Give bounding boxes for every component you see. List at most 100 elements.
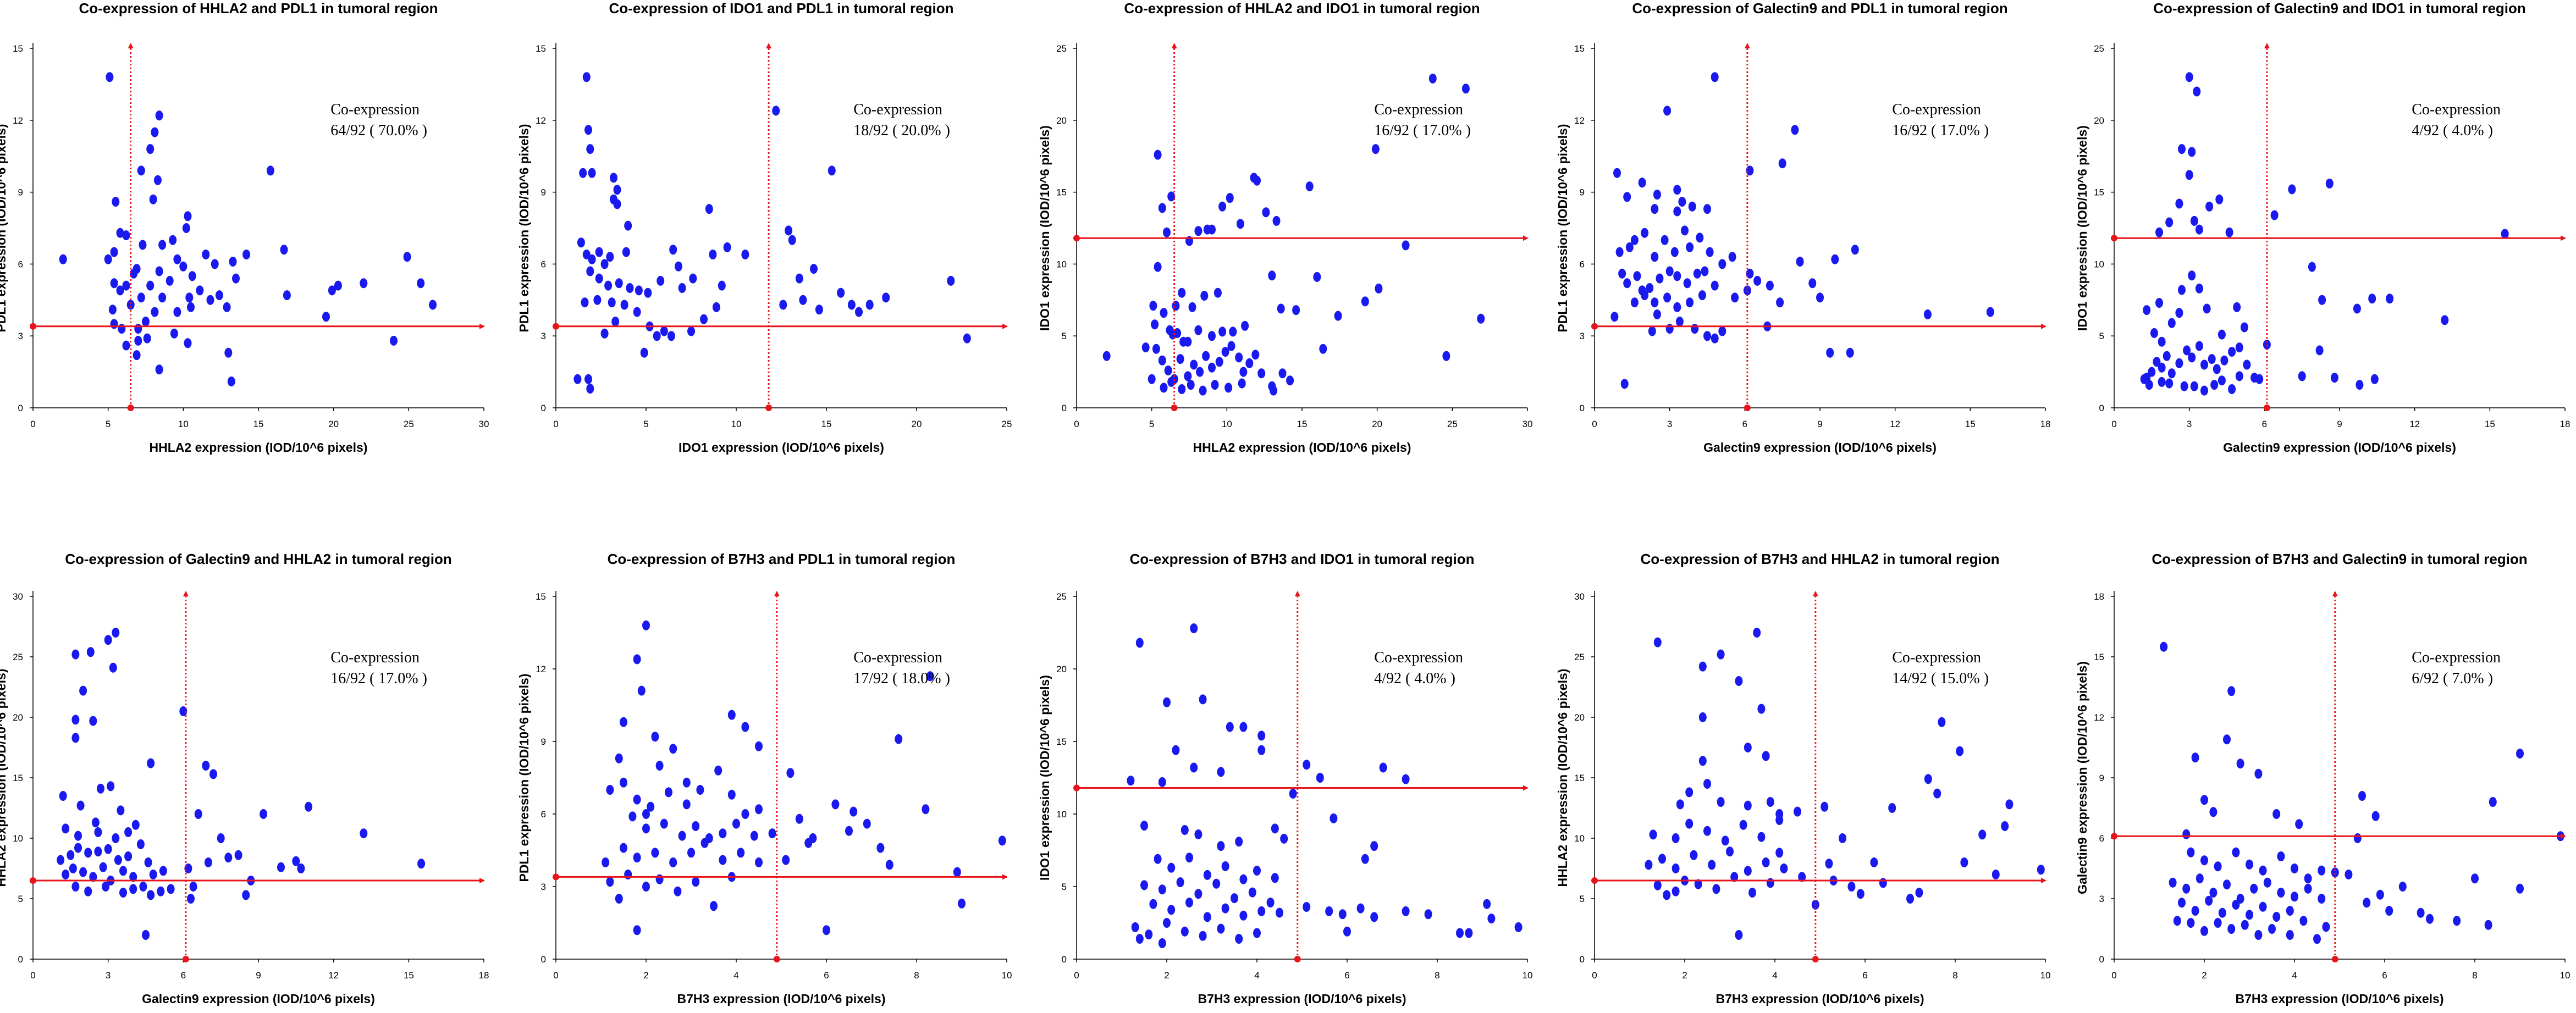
scatter-point <box>1176 877 1184 888</box>
scatter-point <box>2386 294 2394 304</box>
chart-4: Co-expression of Galectin9 and PDL1 in t… <box>1555 0 2050 455</box>
scatter-point <box>2167 368 2176 379</box>
scatter-point <box>104 254 112 264</box>
scatter-point <box>170 328 178 339</box>
scatter-point <box>1672 833 1680 843</box>
scatter-point <box>242 250 251 259</box>
scatter-point <box>727 789 736 800</box>
scatter-point <box>1131 922 1139 932</box>
scatter-point <box>2001 821 2009 831</box>
y-axis-title: Galectin9 expression (IOD/10^6 pixels) <box>2075 661 2089 894</box>
scatter-point <box>1718 326 1726 336</box>
scatter-point <box>1686 242 1694 252</box>
scatter-point <box>1334 311 1342 321</box>
scatter-point <box>624 870 632 879</box>
scatter-point <box>1696 233 1704 243</box>
y-tick-label: 30 <box>1574 591 1585 602</box>
scatter-point <box>2188 270 2196 281</box>
scatter-point <box>602 857 610 867</box>
scatter-point <box>2246 910 2253 920</box>
scatter-point <box>133 264 141 274</box>
scatter-point <box>674 886 682 896</box>
scatter-point <box>119 866 127 876</box>
scatter-point <box>2175 308 2183 318</box>
scatter-point <box>277 862 285 872</box>
scatter-point <box>184 338 192 348</box>
scatter-point <box>1208 224 1216 235</box>
coexpression-value: 4/92 ( 4.0% ) <box>1374 670 1455 687</box>
scatter-point <box>1140 821 1148 831</box>
scatter-point <box>788 235 796 245</box>
scatter-point <box>1402 906 1410 916</box>
scatter-point <box>1762 751 1770 761</box>
x-tick-label: 10 <box>1222 419 1232 429</box>
scatter-point <box>1798 872 1806 882</box>
scatter-point <box>2190 215 2198 226</box>
scatter-point <box>129 872 137 882</box>
scatter-point <box>1160 308 1168 318</box>
y-tick-label: 20 <box>2094 115 2104 126</box>
scatter-point <box>2165 217 2174 228</box>
scatter-point <box>79 685 87 696</box>
scatter-point <box>1235 837 1243 847</box>
scatter-point <box>647 801 655 812</box>
x-axis-title: Galectin9 expression (IOD/10^6 pixels) <box>142 992 375 1006</box>
x-tick-label: 18 <box>2560 419 2571 429</box>
scatter-point <box>678 283 686 293</box>
scatter-point <box>102 882 110 892</box>
scatter-point <box>1826 347 1834 358</box>
scatter-point <box>2143 373 2151 383</box>
scatter-point <box>89 872 97 882</box>
chart-8: Co-expression of B7H3 and IDO1 in tumora… <box>1038 551 1532 1006</box>
scatter-point <box>242 890 250 900</box>
scatter-point <box>71 882 80 892</box>
scatter-point <box>651 848 659 858</box>
scatter-point <box>69 863 77 873</box>
scatter-point <box>1356 903 1365 914</box>
scatter-point <box>1888 803 1896 813</box>
y-tick-label: 5 <box>18 894 23 904</box>
y-tick-label: 15 <box>536 591 546 602</box>
scatter-point <box>2236 759 2244 769</box>
y-tick-label: 5 <box>2099 331 2104 341</box>
x-tick-label: 0 <box>553 419 558 429</box>
scatter-point <box>1731 292 1739 303</box>
scatter-point <box>700 838 709 848</box>
scatter-point <box>2218 329 2226 340</box>
scatter-point <box>2191 752 2199 763</box>
x-tick-label: 18 <box>479 970 489 981</box>
y-axis-title: PDL1 expression (IOD/10^6 pixels) <box>517 124 531 332</box>
x-tick-label: 0 <box>1074 419 1079 429</box>
y-tick-label: 10 <box>13 833 23 844</box>
x-tick-label: 15 <box>1965 419 1976 429</box>
scatter-point <box>2254 768 2263 779</box>
scatter-point <box>144 857 152 867</box>
scatter-point <box>1641 228 1649 238</box>
scatter-point <box>1483 899 1491 909</box>
scatter-point <box>714 765 722 776</box>
scatter-point <box>2187 918 2195 928</box>
scatter-point <box>2214 861 2222 872</box>
x-tick-label: 6 <box>2262 419 2267 429</box>
scatter-point <box>328 285 336 296</box>
scatter-point <box>1514 922 1523 932</box>
scatter-point <box>815 305 823 315</box>
scatter-point <box>1158 355 1166 366</box>
y-axis-title: PDL1 expression (IOD/10^6 pixels) <box>1555 124 1570 332</box>
scatter-point <box>147 890 155 900</box>
scatter-point <box>1208 362 1216 373</box>
scatter-point <box>2227 686 2236 696</box>
scatter-point <box>1190 762 1198 773</box>
scatter-point <box>1271 873 1279 883</box>
scatter-point <box>157 886 165 896</box>
scatter-point <box>768 828 776 839</box>
chart-6: Co-expression of Galectin9 and HHLA2 in … <box>0 551 489 1006</box>
scatter-point <box>633 925 641 935</box>
chart-title: Co-expression of B7H3 and PDL1 in tumora… <box>608 551 956 567</box>
scatter-point <box>1690 850 1698 860</box>
scatter-point <box>828 165 836 176</box>
scatter-point <box>112 628 120 638</box>
scatter-point <box>2178 144 2186 154</box>
scatter-point <box>1656 273 1664 284</box>
scatter-point <box>62 870 70 879</box>
